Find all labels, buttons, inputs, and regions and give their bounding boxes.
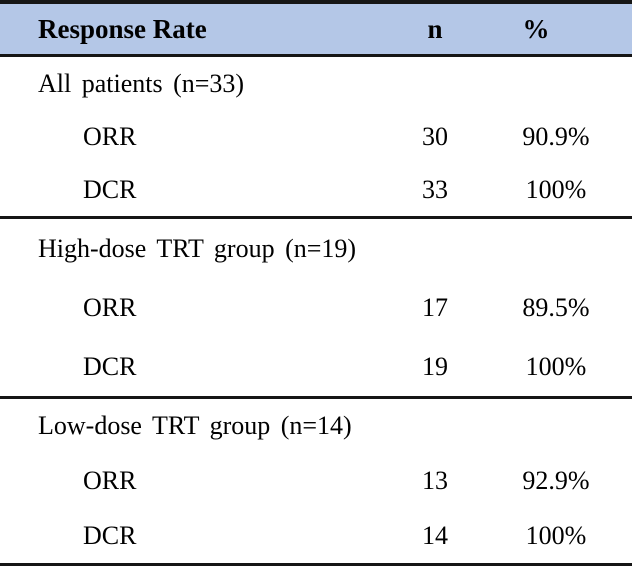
group-row: All patients (n=33) <box>0 57 632 110</box>
table-row: DCR 14 100% <box>0 508 632 563</box>
row-percent-value: 92.9% <box>522 466 590 495</box>
row-n-value: 30 <box>422 121 448 151</box>
row-percent-value: 89.5% <box>522 292 590 322</box>
section-low-dose-trt: Low-dose TRT group (n=14) ORR 13 92.9% D… <box>0 399 632 563</box>
row-n-value: 14 <box>422 520 448 550</box>
section-high-dose-trt: High-dose TRT group (n=19) ORR 17 89.5% … <box>0 219 632 399</box>
header-percent: % <box>522 13 550 44</box>
row-label: ORR <box>83 292 137 322</box>
row-label: DCR <box>83 174 137 204</box>
row-percent-value: 90.9% <box>522 121 590 151</box>
row-percent-value: 100% <box>525 174 587 204</box>
row-n-value: 13 <box>422 466 448 495</box>
group-row: High-dose TRT group (n=19) <box>0 219 632 278</box>
table-row: ORR 17 89.5% <box>0 278 632 337</box>
group-row: Low-dose TRT group (n=14) <box>0 399 632 454</box>
row-percent-value: 100% <box>525 520 587 550</box>
section-all-patients: All patients (n=33) ORR 30 90.9% DCR 33 … <box>0 57 632 219</box>
table-row: DCR 19 100% <box>0 337 632 396</box>
header-response-rate: Response Rate <box>38 13 207 44</box>
row-label: ORR <box>83 466 137 495</box>
row-n-value: 33 <box>422 174 448 204</box>
row-percent-value: 100% <box>525 351 587 381</box>
row-n-value: 17 <box>422 292 448 322</box>
group-label: High-dose TRT group (n=19) <box>38 233 357 263</box>
header-n: n <box>427 13 443 44</box>
group-label: Low-dose TRT group (n=14) <box>38 411 352 441</box>
group-label: All patients (n=33) <box>38 68 245 98</box>
row-label: DCR <box>83 520 137 550</box>
table-header-row: Response Rate n % <box>0 4 632 57</box>
table-row: ORR 13 92.9% <box>0 454 632 509</box>
row-label: ORR <box>83 121 137 151</box>
table-row: DCR 33 100% <box>0 163 632 216</box>
row-n-value: 19 <box>422 351 448 381</box>
table-row: ORR 30 90.9% <box>0 110 632 163</box>
row-label: DCR <box>83 351 137 381</box>
